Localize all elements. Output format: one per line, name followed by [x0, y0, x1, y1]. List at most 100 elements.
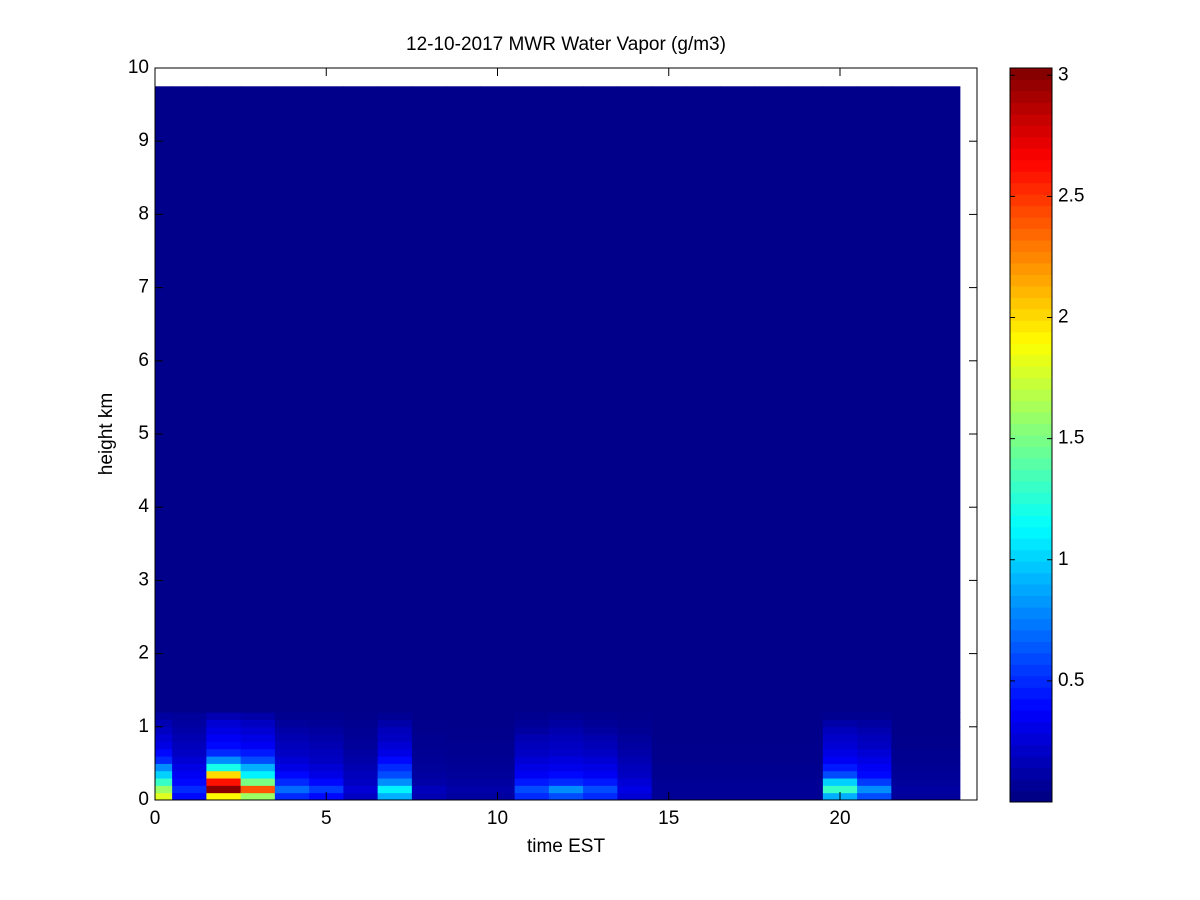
colorbar-swatch	[1010, 756, 1052, 769]
heatmap-cell	[309, 763, 344, 772]
heatmap-cell	[206, 719, 242, 728]
heatmap-cell	[925, 756, 961, 764]
heatmap-cell	[172, 778, 207, 786]
heatmap-cell	[446, 748, 481, 757]
heatmap-cell	[206, 86, 242, 713]
heatmap-cell	[514, 726, 550, 735]
heatmap-cell	[617, 741, 653, 750]
heatmap-cell	[720, 741, 755, 750]
heatmap-cell	[891, 785, 927, 794]
heatmap-cell	[925, 712, 961, 720]
heatmap-cell	[857, 741, 892, 750]
heatmap-cell	[155, 770, 173, 779]
colorbar-swatch	[1010, 285, 1052, 298]
heatmap-cell	[548, 748, 584, 757]
chart-title: 12-10-2017 MWR Water Vapor (g/m3)	[406, 34, 726, 55]
heatmap-cell	[891, 763, 927, 772]
heatmap-cell	[651, 741, 687, 750]
heatmap-cell	[925, 748, 961, 757]
heatmap-cell	[309, 785, 344, 794]
heatmap-cell	[377, 785, 413, 794]
heatmap-cell	[548, 756, 584, 764]
colorbar-swatch	[1010, 205, 1052, 218]
colorbar-swatch	[1010, 607, 1052, 619]
heatmap-cell	[411, 748, 447, 757]
heatmap-cell	[822, 741, 858, 750]
y-tick-label: 5	[138, 423, 149, 444]
heatmap-cell	[583, 785, 618, 794]
heatmap-cell	[651, 734, 687, 742]
heatmap-cell	[822, 734, 858, 742]
heatmap-cell	[651, 778, 687, 786]
heatmap-cell	[548, 741, 584, 750]
colorbar-tick-label: 0.5	[1058, 670, 1084, 691]
heatmap-cell	[446, 785, 481, 794]
heatmap-cell	[685, 712, 721, 720]
heatmap-cell	[925, 785, 961, 794]
heatmap-cell	[480, 726, 516, 735]
colorbar-swatch	[1010, 675, 1052, 688]
colorbar-swatch	[1010, 148, 1052, 161]
heatmap-cell	[891, 741, 927, 750]
heatmap-cell	[446, 770, 481, 779]
heatmap-cell	[685, 86, 721, 713]
heatmap-cell	[155, 778, 173, 786]
heatmap-cell	[720, 763, 755, 772]
heatmap-cell	[788, 763, 824, 772]
heatmap-cell	[685, 763, 721, 772]
heatmap-cell	[446, 778, 481, 786]
heatmap-cell	[411, 770, 447, 779]
heatmap-cell	[514, 792, 550, 801]
heatmap-cell	[925, 770, 961, 779]
heatmap-cell	[446, 86, 481, 713]
heatmap-cell	[822, 756, 858, 764]
heatmap-cell	[206, 778, 242, 786]
colorbar-swatch	[1010, 526, 1052, 539]
y-tick-label: 10	[128, 57, 149, 78]
heatmap-cell	[754, 734, 790, 742]
heatmap-cell	[514, 719, 550, 728]
colorbar-swatch	[1010, 113, 1052, 126]
heatmap-cell	[822, 778, 858, 786]
colorbar-tick-label: 1	[1058, 549, 1069, 570]
heatmap-cell	[309, 778, 344, 786]
heatmap-cell	[514, 734, 550, 742]
colorbar-swatch	[1010, 457, 1052, 470]
heatmap-cell	[240, 792, 276, 801]
heatmap-cell	[891, 770, 927, 779]
heatmap-cell	[822, 712, 858, 720]
heatmap-cell	[206, 748, 242, 757]
colorbar-tick-label: 1.5	[1058, 428, 1084, 449]
colorbar-swatch	[1010, 469, 1052, 482]
colorbar-swatch	[1010, 664, 1052, 677]
colorbar-swatch	[1010, 262, 1052, 275]
y-tick-label: 3	[138, 569, 149, 590]
heatmap-cell	[617, 712, 653, 720]
heatmap-cell	[651, 726, 687, 735]
heatmap-cell	[274, 719, 310, 728]
heatmap-cell	[583, 86, 618, 713]
colorbar-swatch	[1010, 171, 1052, 184]
heatmap-cell	[720, 719, 755, 728]
heatmap-cell	[240, 785, 276, 794]
heatmap-cell	[857, 86, 892, 713]
heatmap-cell	[206, 770, 242, 779]
colorbar-box	[1009, 67, 1053, 803]
colorbar-swatch	[1010, 228, 1052, 241]
heatmap-cell	[377, 719, 413, 728]
heatmap-cell	[377, 770, 413, 779]
colorbar-swatch	[1010, 412, 1052, 425]
heatmap-cell	[309, 726, 344, 735]
colorbar-swatch	[1010, 102, 1052, 115]
heatmap-cell	[480, 770, 516, 779]
heatmap-cell	[377, 726, 413, 735]
colorbar-swatch	[1010, 503, 1052, 516]
heatmap-cell	[548, 778, 584, 786]
heatmap-cell	[377, 756, 413, 764]
colorbar-swatch	[1010, 389, 1052, 402]
heatmap-cell	[857, 734, 892, 742]
heatmap-cell	[274, 726, 310, 735]
heatmap-cell	[651, 763, 687, 772]
heatmap-cell	[857, 763, 892, 772]
heatmap-cell	[685, 748, 721, 757]
